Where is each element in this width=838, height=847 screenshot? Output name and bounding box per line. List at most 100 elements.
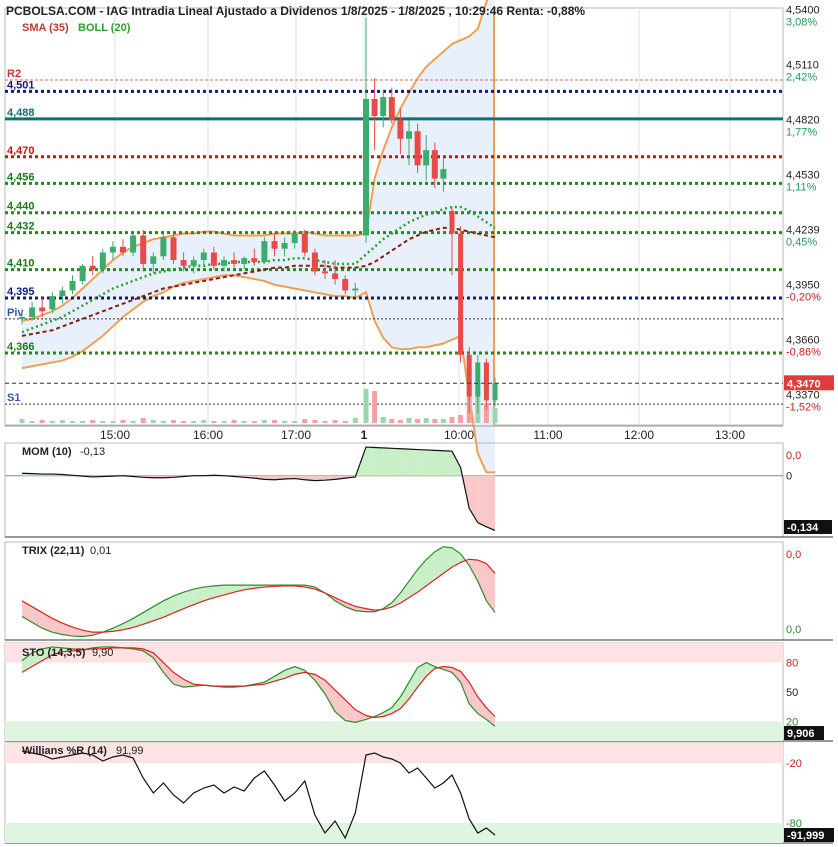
candle-body-28 [301,233,308,253]
sto-fill-2 [42,646,53,661]
candle-body-46 [466,354,472,397]
trix-fill-17 [193,587,204,605]
price-tick-6: 4,3660 [786,334,820,346]
volume-bar-43 [440,419,446,423]
trix-fill-11 [133,612,144,628]
mom-fill-43 [443,450,452,476]
volume-bar-3 [49,421,55,423]
candle-body-31 [332,273,339,280]
level-label-11: S1 [7,392,20,404]
trix-fill-46 [469,559,478,582]
volume-bar-29 [312,420,318,423]
volume-bar-2 [39,420,45,423]
volume-bar-11 [130,421,136,423]
price-tick-5: 4,3950 [786,279,820,291]
volume-bar-42 [432,419,438,423]
trix-panel-value: 0,01 [90,545,112,557]
trix-fill-16 [183,589,194,609]
price-pct-5: -0,20% [786,291,821,303]
mom-panel-value: -0,13 [80,446,106,458]
trix-fill-21 [234,585,245,593]
price-pct-7: -1,52% [786,401,821,413]
price-pct-2: 1,77% [786,126,817,138]
mom-panel-label: MOM (10) [22,446,72,458]
price-pct-0: 3,08% [786,16,817,28]
candle-body-25 [271,241,278,249]
mom-fill-39 [409,449,418,476]
level-label-7: 4,410 [7,258,35,270]
mom-fill-28 [304,475,315,481]
candle-body-7 [89,265,96,270]
level-label-1: 4,501 [7,79,35,91]
volume-bar-12 [140,418,146,423]
trix-fill-10 [123,618,134,630]
time-label-0: 15:00 [100,428,130,442]
legend-sma: SMA (35) [22,22,69,34]
candle-body-43 [440,169,447,179]
sto-fill-43 [443,666,452,673]
wr-overbought-zone [5,743,783,763]
candle-body-22 [241,258,248,264]
volume-bar-28 [302,419,308,423]
volume-bar-15 [171,420,176,423]
trix-fill-32 [345,602,356,611]
volume-bar-39 [406,418,412,423]
mom-fill-36 [383,447,392,476]
candle-body-18 [200,252,207,261]
candle-body-21 [231,260,238,264]
volume-bar-22 [241,421,247,423]
volume-bar-6 [80,421,86,423]
wr-tick-0: -20 [786,758,802,770]
time-label-2: 17:00 [281,428,311,442]
volume-bar-33 [352,418,358,423]
volume-bar-31 [332,420,338,423]
trix-fill-38 [400,581,409,604]
level-label-6: 4,432 [7,221,35,233]
sto-current-tag [784,726,824,740]
volume-bar-4 [59,420,65,423]
volume-bar-8 [100,421,106,423]
volume-bar-40 [415,419,421,423]
trix-fill-18 [203,585,214,601]
mom-fill-29 [314,475,325,481]
price-pct-4: 0,45% [786,237,817,249]
sto-fill-44 [452,667,461,683]
candle-body-23 [251,258,258,262]
candle-body-5 [69,280,76,291]
mom-tick-0: 0,0 [786,450,801,462]
trix-panel-label: TRIX (22,11) [22,545,85,557]
volume-bar-21 [231,420,237,423]
volume-bar-14 [160,421,166,423]
candle-body-32 [342,279,349,291]
candle-body-16 [180,260,187,266]
trix-fill-1 [32,606,43,629]
candle-body-12 [140,235,147,264]
mom-fill-41 [426,449,435,476]
sto-panel-value: 9,90 [92,647,114,659]
sto-d-line [21,647,496,719]
level-label-8: 4,395 [7,286,35,298]
candle-body-30 [322,271,328,274]
mom-fill-35 [374,447,384,476]
time-label-5: 11:00 [533,428,562,442]
wr-panel-value: 91,99 [116,745,144,757]
sto-oversold-zone [5,721,783,741]
candle-body-4 [59,290,66,297]
time-label-7: 13:00 [715,428,745,442]
sto-current-label: 9,906 [787,728,815,740]
sto-fill-47 [477,696,487,720]
candle-body-49 [492,383,498,401]
trix-fill-12 [143,606,154,625]
level-label-4: 4,456 [7,171,35,183]
price-tick-2: 4,4820 [786,114,820,126]
candle-body-24 [261,241,268,262]
price-tick-1: 4,5110 [786,59,819,71]
volume-bar-38 [397,420,403,423]
trix-tick-0: 0,0 [786,549,801,561]
candle-body-39 [406,131,412,139]
time-label-4: 10:00 [444,428,474,442]
candle-body-42 [431,150,438,179]
boll-lower-band [21,274,495,474]
volume-bar-45 [458,415,464,423]
